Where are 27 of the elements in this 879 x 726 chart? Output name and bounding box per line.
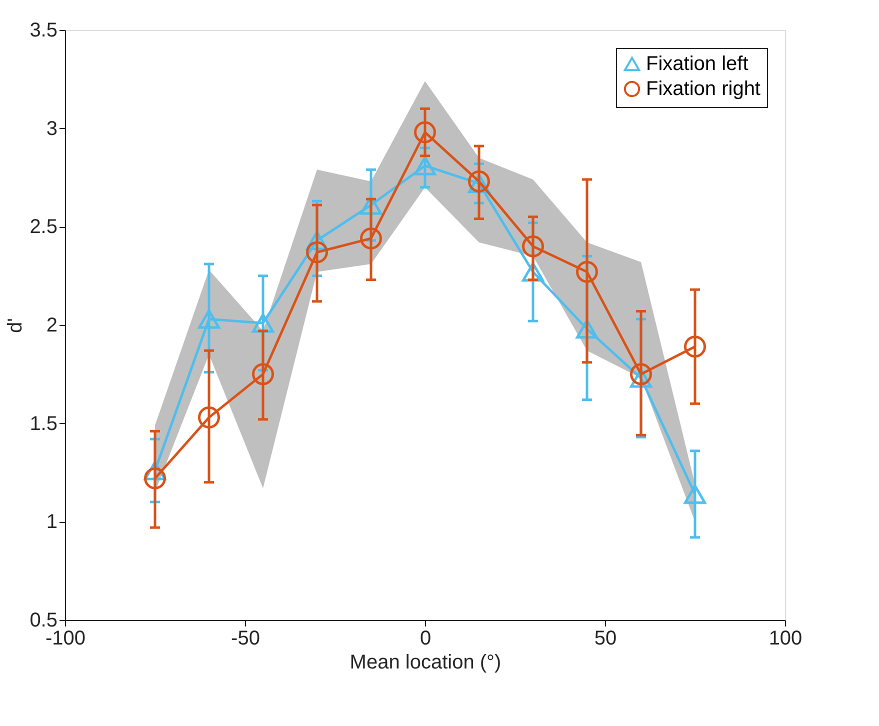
point [684, 336, 706, 358]
y-axis-title: d' [4, 318, 27, 333]
point [630, 363, 652, 386]
point [252, 363, 274, 386]
legend-label: Fixation left [646, 53, 749, 75]
point [414, 121, 436, 144]
x-tick-label: 0 [420, 628, 432, 650]
point [576, 260, 598, 283]
x-tick-label: -50 [231, 628, 260, 650]
point [360, 227, 382, 250]
x-tick-label: 100 [768, 628, 802, 650]
y-tick-label: 3 [46, 118, 58, 140]
y-tick-label: 3.5 [30, 20, 58, 42]
point [198, 309, 220, 329]
point [414, 156, 436, 176]
y-tick-label: 1 [46, 511, 58, 534]
legend-label: Fixation right [646, 78, 761, 100]
point [684, 484, 706, 504]
point [198, 406, 220, 428]
y-tick-label: 1.5 [30, 412, 58, 435]
point [144, 467, 166, 490]
x-axis-title: Mean location (°) [350, 652, 502, 674]
y-tick-label: 2 [46, 314, 58, 336]
x-tick-label: 50 [594, 628, 617, 650]
point [306, 241, 328, 264]
y-tick-label: 2.5 [30, 216, 58, 238]
point [522, 235, 544, 258]
